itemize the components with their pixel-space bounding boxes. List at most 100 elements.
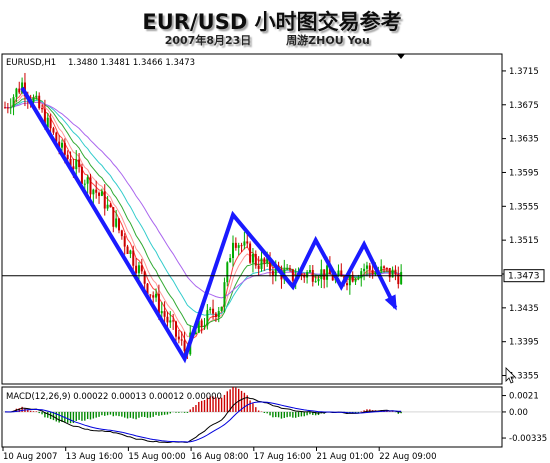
candlestick	[55, 131, 58, 143]
trend-lines	[20, 86, 398, 364]
candlestick	[112, 206, 115, 233]
macd-line	[5, 401, 402, 443]
candlestick	[115, 209, 118, 229]
time-tick-label: 15 Aug 00:00	[128, 452, 185, 462]
candlestick	[126, 244, 129, 254]
candlestick	[249, 241, 252, 265]
time-tick-label: 10 Aug 2007	[3, 452, 57, 462]
candlestick	[86, 174, 89, 194]
mouse-cursor-icon	[505, 367, 516, 384]
candlestick	[254, 250, 257, 269]
macd-label: MACD(12,26,9) 0.00022 0.00013 0.00012 0.…	[6, 392, 222, 402]
symbol-label: EURUSD,H1	[6, 58, 56, 68]
candlestick	[132, 245, 135, 270]
macd-indicator: 0.0021 0.00 -0.00335	[2, 387, 547, 444]
candlestick	[180, 331, 183, 346]
candlestick	[35, 91, 38, 100]
candlestick	[388, 267, 391, 282]
candlestick	[243, 231, 246, 250]
candlestick	[234, 237, 237, 251]
candlestick	[118, 217, 120, 234]
candlestick	[263, 257, 266, 271]
candlestick	[41, 104, 44, 113]
trend-arrowhead	[384, 294, 397, 311]
price-tick-label: 1.3595	[509, 168, 539, 178]
candlestick	[237, 242, 240, 256]
time-tick-label: 22 Aug 09:00	[379, 452, 436, 462]
candlestick	[320, 259, 323, 289]
price-tick-label: 1.3635	[509, 135, 539, 145]
candlestick	[152, 291, 155, 304]
candlestick	[323, 269, 326, 289]
candlestick	[383, 265, 386, 273]
chart-shift-marker[interactable]	[397, 54, 405, 59]
candlestick	[260, 251, 263, 272]
candlestick	[61, 139, 63, 153]
current-price-box	[503, 269, 545, 283]
candlestick	[155, 288, 158, 302]
candlestick	[9, 98, 12, 115]
subtitle-author: 周游ZHOU You	[286, 33, 370, 47]
candlestick	[397, 266, 400, 289]
ohlc-label: 1.3480 1.3481 1.3466 1.3473	[68, 58, 195, 68]
candlestick	[129, 249, 132, 259]
macd-tick-label: -0.00335	[509, 434, 547, 444]
candlestick	[223, 277, 226, 313]
candlestick	[15, 87, 18, 103]
candlestick	[214, 311, 217, 322]
candlestick	[12, 94, 15, 116]
candlestick	[360, 268, 363, 287]
candlestick	[314, 274, 317, 283]
candlestick	[120, 229, 123, 240]
candlestick	[354, 277, 357, 285]
candlestick	[38, 92, 41, 110]
candlestick	[380, 259, 383, 274]
page-title: EUR/USD 小时图交易参考	[142, 10, 401, 34]
candlestick	[209, 306, 212, 314]
candlestick	[106, 195, 109, 211]
candlestick	[177, 329, 180, 344]
candlestick	[52, 126, 55, 135]
time-axis: 10 Aug 2007 13 Aug 16:00 15 Aug 00:00 16 Au…	[2, 447, 437, 462]
candlestick	[394, 265, 397, 281]
candlestick	[400, 264, 403, 285]
macd-tick-label: 0.00	[509, 408, 528, 418]
price-tick-label: 1.3515	[509, 236, 539, 246]
candlestick	[291, 268, 294, 285]
candlestick	[32, 94, 35, 104]
candlestick	[103, 184, 106, 216]
trend-zigzag-line	[20, 86, 398, 364]
time-tick-label: 21 Aug 01:00	[317, 452, 374, 462]
current-price-label: 1.3473	[508, 272, 540, 282]
price-tick-label: 1.3715	[509, 67, 539, 77]
candlestick	[206, 304, 209, 330]
candlestick	[140, 258, 143, 275]
price-tick-label: 1.3555	[509, 202, 539, 212]
price-axis: 1.3715 1.3675 1.3635 1.3595 1.3555 1.3515 1.34…	[502, 67, 539, 382]
candlestick	[92, 188, 95, 205]
candlestick	[80, 163, 83, 188]
price-tick-label: 1.3675	[509, 101, 539, 111]
candlestick	[18, 81, 21, 95]
candlestick	[89, 173, 92, 201]
candlestick	[75, 150, 78, 178]
candlestick	[308, 265, 311, 274]
candlestick	[6, 102, 9, 114]
candlestick	[217, 306, 220, 323]
candlestick	[251, 247, 254, 273]
time-tick-label: 16 Aug 08:00	[191, 452, 248, 462]
candlestick	[226, 261, 229, 287]
candlestick	[232, 235, 234, 267]
candlestick	[363, 263, 366, 281]
subtitle-date: 2007年8月23日	[165, 33, 252, 47]
candlestick	[100, 188, 103, 197]
candlestick	[220, 306, 223, 312]
candlestick	[346, 280, 348, 291]
candlestick	[340, 263, 343, 277]
candlestick	[257, 256, 260, 276]
candlestick	[200, 318, 203, 334]
candlestick	[306, 270, 309, 284]
candlestick	[172, 313, 175, 330]
candlestick	[351, 271, 354, 283]
